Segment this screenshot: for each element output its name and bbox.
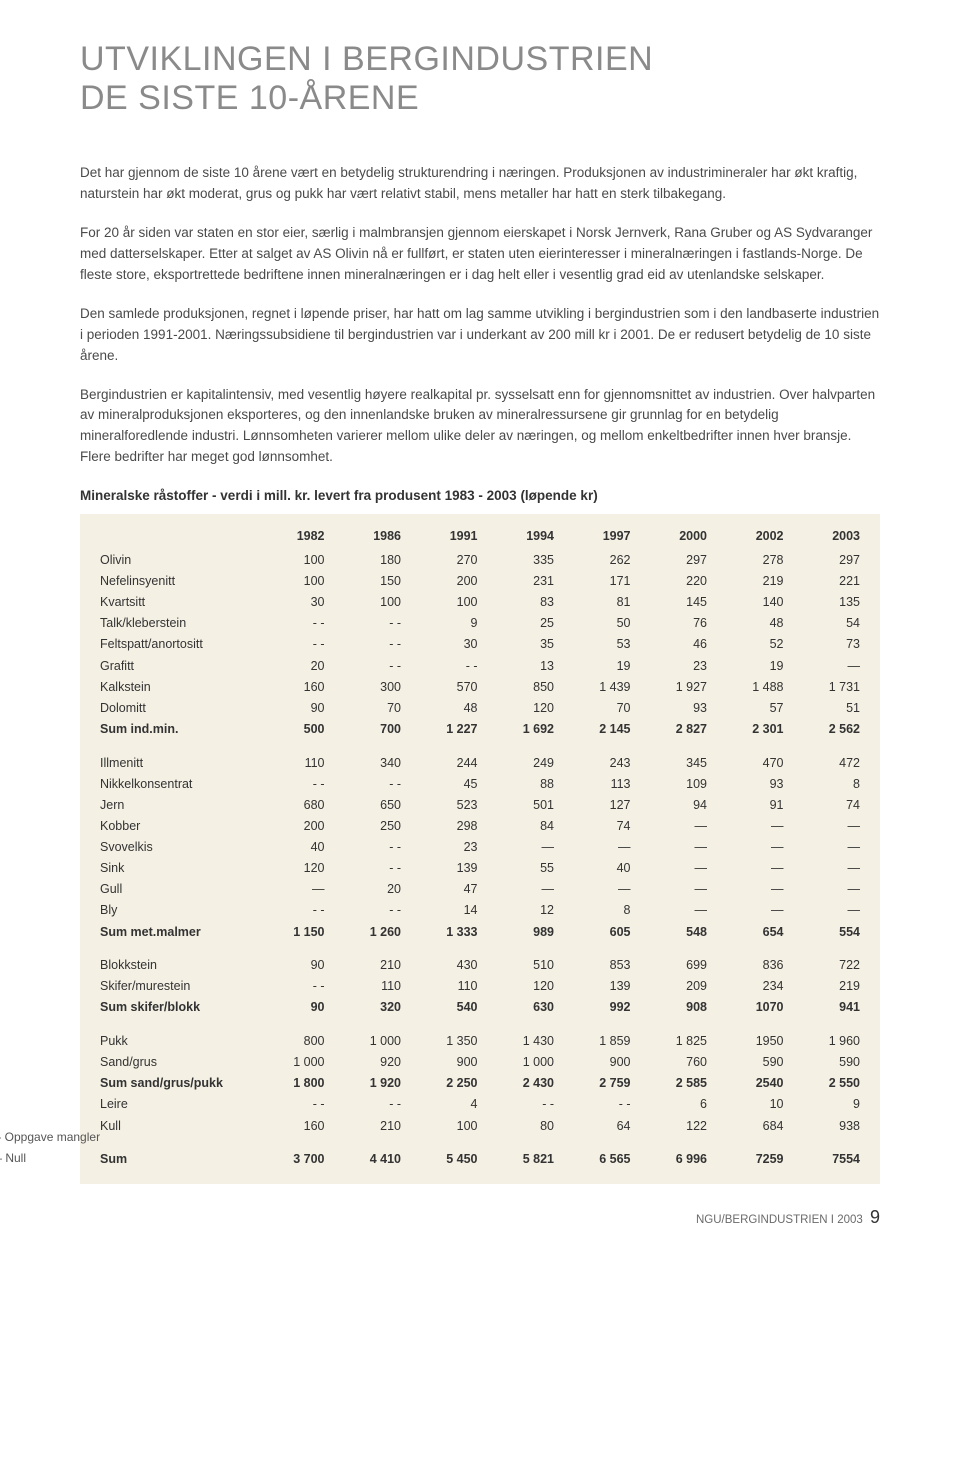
- table-row: Nikkelkonsentrat- -- -4588113109938: [94, 773, 866, 794]
- table-sum-row: Sum sand/grus/pukk1 8001 9202 2502 4302 …: [94, 1073, 866, 1094]
- column-header: 1994: [484, 526, 561, 550]
- legend-missing: - - Oppgave mangler: [0, 1129, 100, 1146]
- page-number: 9: [870, 1207, 880, 1227]
- table-row: Dolomitt90704812070935751: [94, 697, 866, 718]
- table-sum-row: Sum skifer/blokk903205406309929081070941: [94, 997, 866, 1018]
- table-row: Sand/grus1 0009209001 000900760590590: [94, 1052, 866, 1073]
- table-row: Feltspatt/anortositt- -- -303553465273: [94, 634, 866, 655]
- table-header: 19821986199119941997200020022003: [94, 526, 866, 550]
- body-text: Det har gjennom de siste 10 årene vært e…: [80, 163, 880, 468]
- table-sum-row: Sum met.malmer1 1501 2601 33398960554865…: [94, 921, 866, 942]
- heading-line-1: UTVIKLINGEN I BERGINDUSTRIEN: [80, 40, 653, 78]
- column-header: 1997: [560, 526, 637, 550]
- column-header: 1986: [331, 526, 408, 550]
- table-row: Bly- -- -14128———: [94, 900, 866, 921]
- footer-text: NGU/BERGINDUSTRIEN I 2003: [696, 1214, 863, 1226]
- table-row: Leire- -- -4- -- -6109: [94, 1094, 866, 1115]
- table-row: Svovelkis40- -23—————: [94, 837, 866, 858]
- table-row: Grafitt20- -- -13192319—: [94, 655, 866, 676]
- table-row: Talk/kleberstein- -- -92550764854: [94, 613, 866, 634]
- paragraph: Den samlede produksjonen, regnet i løpen…: [80, 304, 880, 367]
- paragraph: For 20 år siden var staten en stor eier,…: [80, 223, 880, 286]
- table-row: Pukk8001 0001 3501 4301 8591 82519501 96…: [94, 1018, 866, 1052]
- table-row: Nefelinsyenitt100150200231171220219221: [94, 571, 866, 592]
- paragraph: Det har gjennom de siste 10 årene vært e…: [80, 163, 880, 205]
- table-sum-row: Sum3 7004 4105 4505 8216 5656 9967259755…: [94, 1136, 866, 1170]
- table-title: Mineralske råstoffer - verdi i mill. kr.…: [80, 486, 880, 506]
- table-row: Kobber2002502988474———: [94, 815, 866, 836]
- table-legend: - - Oppgave mangler — Null: [0, 1129, 100, 1170]
- table-row: Sink120- -1395540———: [94, 858, 866, 879]
- table-row: Olivin100180270335262297278297: [94, 549, 866, 570]
- table-row: Illmenitt110340244249243345470472: [94, 740, 866, 774]
- table-row: Kalkstein1603005708501 4391 9271 4881 73…: [94, 676, 866, 697]
- table-row: Skifer/murestein- -110110120139209234219: [94, 976, 866, 997]
- data-table: 19821986199119941997200020022003 Olivin1…: [94, 526, 866, 1170]
- legend-null: — Null: [0, 1150, 100, 1167]
- paragraph: Bergindustrien er kapitalintensiv, med v…: [80, 385, 880, 469]
- column-header: 1982: [254, 526, 331, 550]
- column-header: 1991: [407, 526, 484, 550]
- table-row: Jern680650523501127949174: [94, 794, 866, 815]
- data-table-container: 19821986199119941997200020022003 Olivin1…: [80, 514, 880, 1184]
- column-header: 2003: [790, 526, 867, 550]
- table-sum-row: Sum ind.min.5007001 2271 6922 1452 8272 …: [94, 718, 866, 739]
- column-header: [94, 526, 254, 550]
- column-header: 2002: [713, 526, 790, 550]
- heading-line-2: DE SISTE 10-ÅRENE: [80, 79, 419, 117]
- table-row: Gull—2047—————: [94, 879, 866, 900]
- table-row: Blokkstein90210430510853699836722: [94, 942, 866, 976]
- page-title: UTVIKLINGEN I BERGINDUSTRIEN DE SISTE 10…: [80, 40, 880, 118]
- table-row: Kvartsitt301001008381145140135: [94, 592, 866, 613]
- page-footer: NGU/BERGINDUSTRIEN I 2003 9: [80, 1204, 880, 1230]
- table-row: Kull1602101008064122684938: [94, 1115, 866, 1136]
- table-body: Olivin100180270335262297278297Nefelinsye…: [94, 549, 866, 1169]
- column-header: 2000: [637, 526, 714, 550]
